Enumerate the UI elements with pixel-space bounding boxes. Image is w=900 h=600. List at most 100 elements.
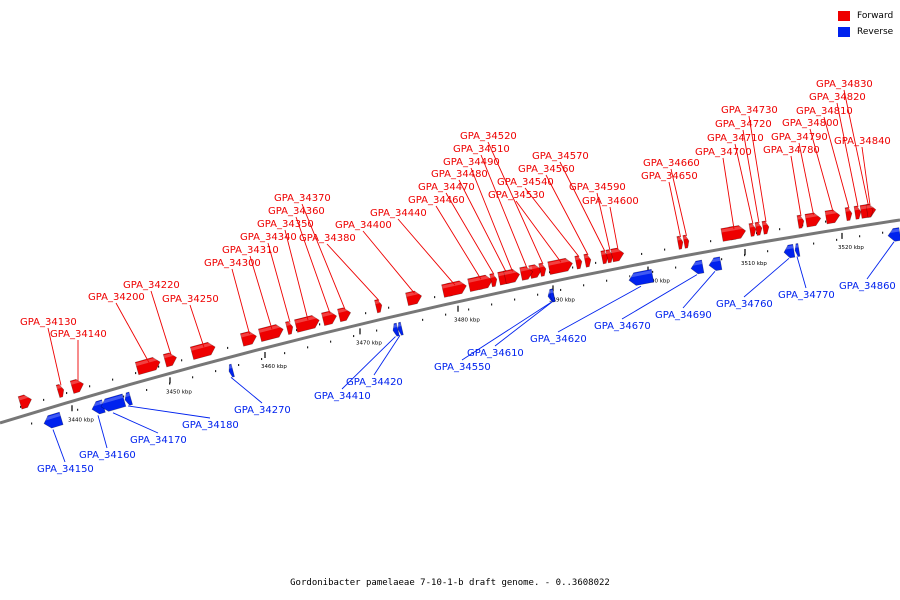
forward-gene-leader xyxy=(362,230,415,294)
forward-gene-label: GPA_34560 xyxy=(518,164,575,175)
forward-gene-arrow xyxy=(538,262,547,277)
reverse-gene xyxy=(396,321,404,336)
forward-gene-label: GPA_34520 xyxy=(460,131,517,142)
forward-gene xyxy=(285,320,294,336)
reverse-gene-shine xyxy=(627,270,653,278)
minor-tick-dot xyxy=(882,231,884,234)
forward-gene-arrow xyxy=(761,220,770,235)
forward-gene xyxy=(682,234,690,249)
forward-gene-shine xyxy=(845,207,852,212)
forward-gene-arrow xyxy=(676,235,684,250)
forward-gene-leader xyxy=(487,141,544,265)
forward-gene xyxy=(441,280,467,298)
kbp-tick-label: 3500 kbp xyxy=(644,279,670,285)
minor-tick-dot xyxy=(537,293,539,296)
forward-gene-shine xyxy=(677,236,683,241)
minor-tick-dot xyxy=(135,372,137,375)
forward-gene-shine xyxy=(755,222,762,227)
reverse-gene-label: GPA_34180 xyxy=(182,420,239,431)
forward-gene-arrow xyxy=(489,273,498,288)
reverse-gene xyxy=(99,393,127,412)
reverse-gene-arrow xyxy=(124,391,133,406)
forward-gene-shine xyxy=(854,206,861,211)
reverse-gene-leader xyxy=(796,256,807,289)
reverse-gene-shine xyxy=(794,244,799,249)
minor-tick-dot xyxy=(560,288,562,291)
forward-gene xyxy=(162,352,177,368)
reverse-gene xyxy=(887,227,900,242)
forward-gene-arrow xyxy=(503,268,521,285)
reverse-gene-arrow xyxy=(91,399,106,415)
reverse-gene-arrow xyxy=(100,393,127,412)
reverse-gene-arrow xyxy=(783,243,796,259)
reverse-gene-label: GPA_34160 xyxy=(79,450,136,461)
forward-gene-unlabeled-shine xyxy=(18,394,31,401)
reverse-gene-arrow xyxy=(794,243,801,257)
minor-tick-dot xyxy=(572,266,574,269)
forward-gene-shine xyxy=(519,266,533,272)
forward-gene-label: GPA_34650 xyxy=(641,171,698,182)
forward-gene-label: GPA_34470 xyxy=(418,182,475,193)
forward-gene-leader xyxy=(326,243,380,301)
minor-tick-dot xyxy=(664,248,666,251)
forward-gene-arrow xyxy=(239,331,257,347)
forward-gene-shine xyxy=(258,323,283,333)
reverse-gene-shine xyxy=(887,228,900,234)
forward-gene-leader xyxy=(480,154,528,269)
kbp-tick-label: 3490 kbp xyxy=(549,297,575,303)
minor-tick-dot xyxy=(31,422,33,425)
forward-gene xyxy=(134,356,161,376)
reverse-gene-leader xyxy=(461,302,552,361)
forward-gene-shine xyxy=(56,384,64,390)
reverse-gene-leader xyxy=(743,257,790,298)
forward-gene-arrow xyxy=(189,341,216,360)
forward-gene-leader xyxy=(284,229,309,321)
forward-gene-shine xyxy=(294,314,319,324)
forward-gene-shine xyxy=(489,273,497,279)
forward-gene-label: GPA_34710 xyxy=(707,133,764,144)
forward-gene-label: GPA_34840 xyxy=(834,136,891,147)
minor-tick-dot xyxy=(836,238,838,241)
minor-tick-dot xyxy=(468,308,470,311)
reverse-gene-leader xyxy=(494,301,553,347)
forward-gene-arrow xyxy=(605,249,614,264)
forward-gene-label: GPA_34360 xyxy=(268,206,325,217)
forward-gene-arrow xyxy=(682,234,690,249)
reverse-gene-label: GPA_34410 xyxy=(314,391,371,402)
forward-gene xyxy=(519,266,534,281)
forward-gene-leader xyxy=(670,168,687,236)
forward-gene-label: GPA_34540 xyxy=(497,177,554,188)
reverse-gene xyxy=(690,259,705,275)
minor-tick-dot xyxy=(491,303,493,306)
forward-gene-arrow xyxy=(865,203,874,218)
reverse-gene-label: GPA_34760 xyxy=(716,299,773,310)
minor-tick-dot xyxy=(215,370,217,373)
forward-gene-leader xyxy=(734,143,754,225)
reverse-gene-shine xyxy=(396,323,402,327)
forward-gene xyxy=(574,255,583,270)
forward-gene-unlabeled xyxy=(17,394,32,410)
minor-tick-dot xyxy=(710,240,712,243)
reverse-gene-leader xyxy=(682,271,716,309)
reverse-gene xyxy=(391,322,400,337)
reverse-gene-shine xyxy=(123,392,131,398)
forward-gene-leader xyxy=(231,268,250,335)
forward-gene-leader xyxy=(515,200,562,263)
forward-gene-shine xyxy=(538,263,546,268)
forward-gene-leader xyxy=(150,290,172,355)
forward-gene-label: GPA_34340 xyxy=(240,232,297,243)
reverse-swatch xyxy=(838,27,850,37)
forward-gene xyxy=(489,273,498,288)
forward-gene-label: GPA_34830 xyxy=(816,79,873,90)
forward-gene xyxy=(294,314,320,333)
forward-gene-shine xyxy=(605,249,613,255)
forward-gene-shine xyxy=(825,209,840,215)
forward-gene-label: GPA_34720 xyxy=(715,119,772,130)
forward-gene xyxy=(55,383,65,399)
forward-gene-leader xyxy=(524,187,580,257)
minor-tick-dot xyxy=(445,313,447,316)
reverse-gene-shine xyxy=(42,413,61,422)
forward-gene-leader xyxy=(397,218,456,286)
forward-gene-leader xyxy=(458,179,507,273)
forward-gene-leader xyxy=(609,206,619,250)
